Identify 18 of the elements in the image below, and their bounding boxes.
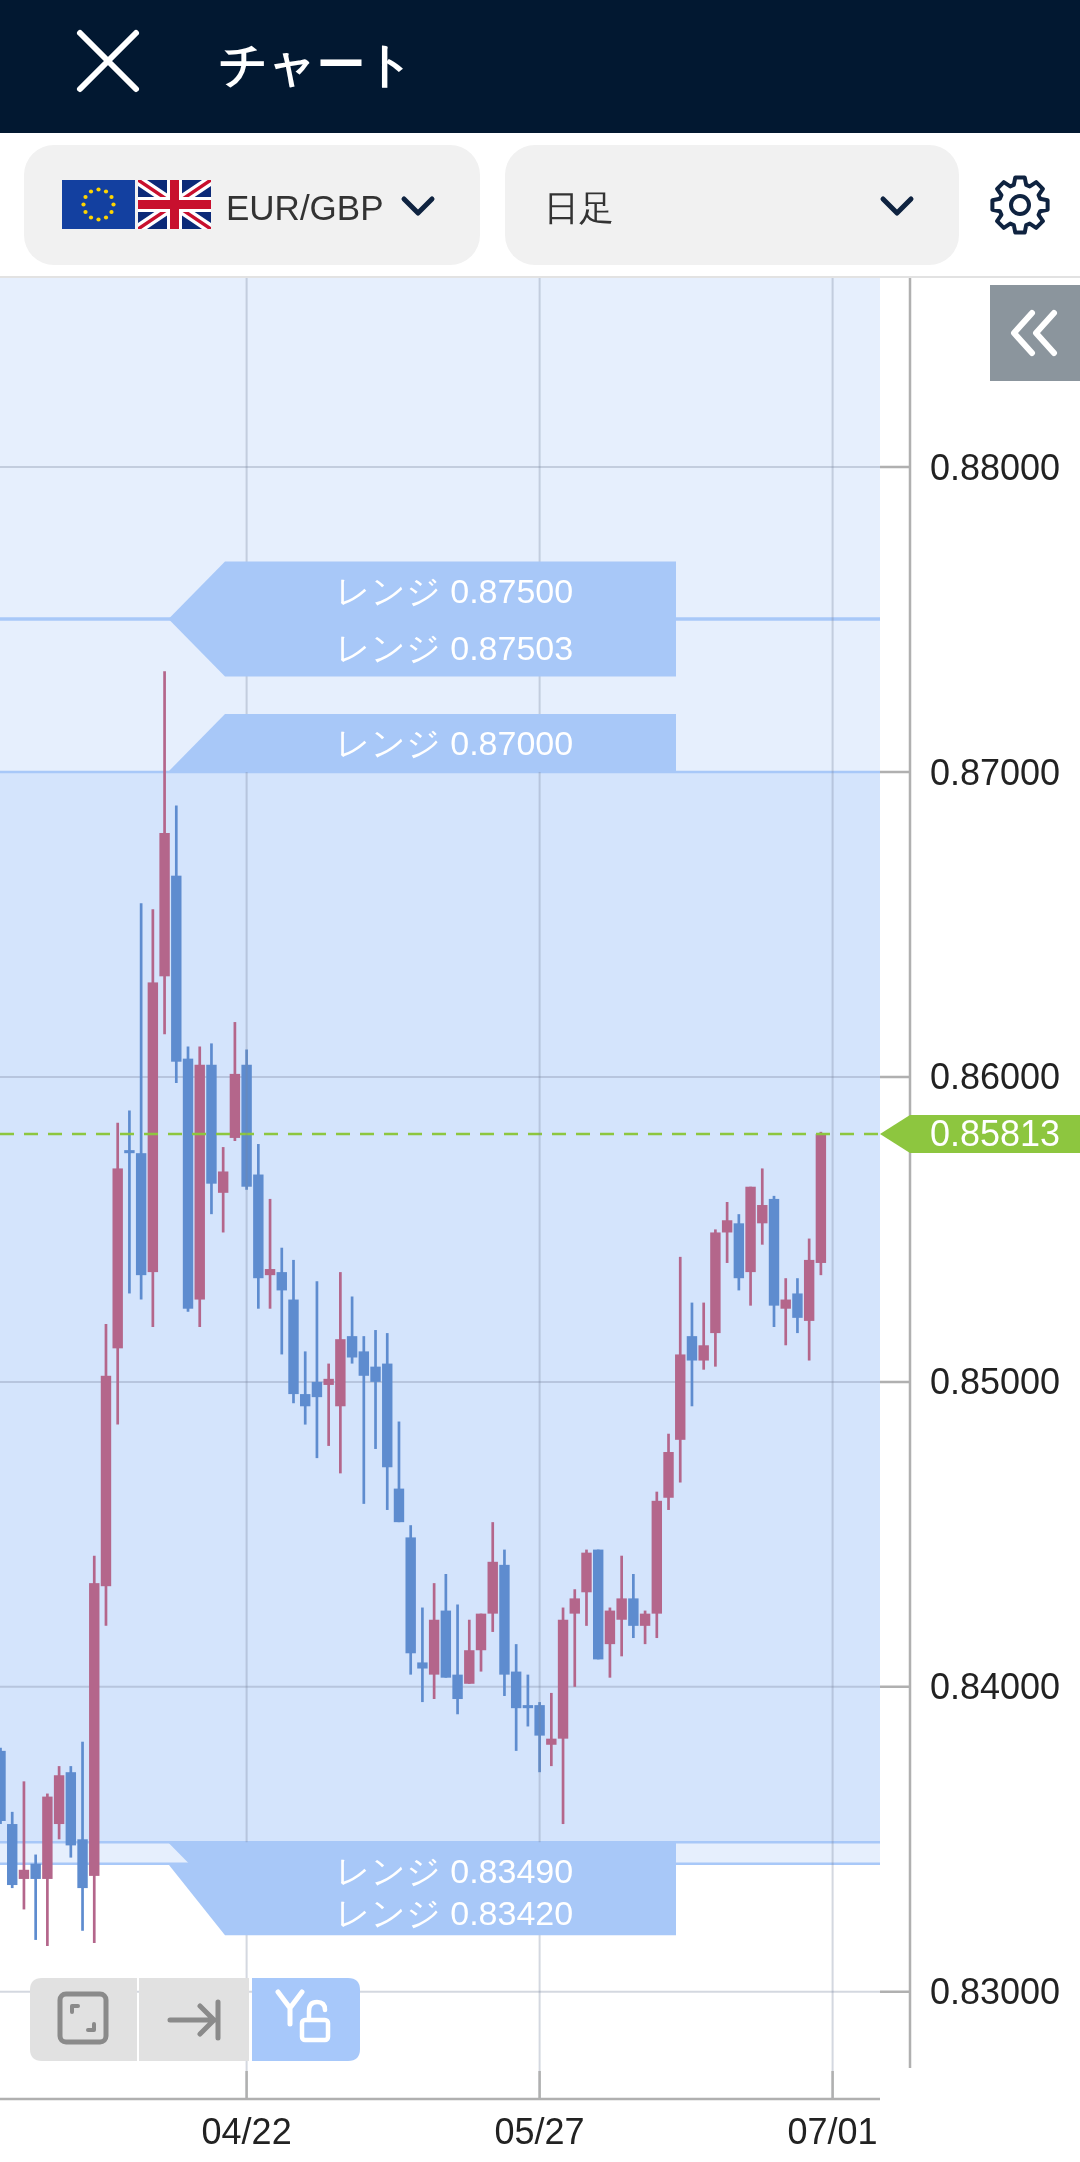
- y-tick-label: 0.88000: [930, 446, 1061, 488]
- ref-line-label: レンジ 0.87000: [335, 724, 574, 762]
- x-tick-label: 07/01: [787, 2110, 878, 2152]
- ref-line-label: 0.85813: [930, 1113, 1061, 1155]
- y-tick-label: 0.83000: [930, 1971, 1061, 2013]
- y-tick-label: 0.87000: [930, 751, 1061, 793]
- y-tick-label: 0.86000: [930, 1056, 1061, 1098]
- ref-line-label: レンジ 0.87503: [335, 628, 574, 667]
- ref-line-label: レンジ 0.83490: [335, 1852, 574, 1891]
- text: 日足: [544, 187, 614, 227]
- chart-title: チャート: [219, 37, 414, 91]
- ref-line-label: レンジ 0.83420: [335, 1894, 574, 1933]
- x-tick-label: 04/22: [201, 2110, 292, 2152]
- y-tick-label: 0.84000: [930, 1666, 1061, 1708]
- ref-line-label: レンジ 0.87500: [335, 571, 574, 610]
- x-tick-label: 05/27: [494, 2110, 585, 2152]
- y-tick-label: 0.85000: [930, 1361, 1061, 1403]
- chart-subtitle: EUR/GBP: [226, 187, 384, 227]
